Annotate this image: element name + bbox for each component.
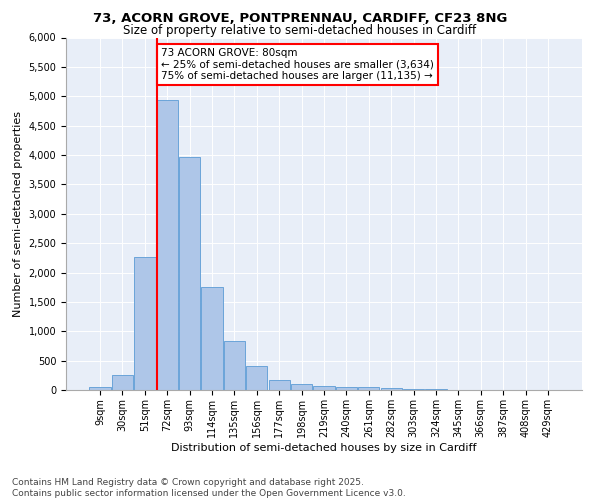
Bar [179, 157, 200, 390]
Bar [403, 389, 424, 390]
Bar [291, 384, 312, 390]
Y-axis label: Number of semi-detached properties: Number of semi-detached properties [13, 111, 23, 317]
Bar [246, 366, 268, 390]
Bar [134, 256, 155, 390]
Bar [269, 380, 290, 390]
Text: Contains HM Land Registry data © Crown copyright and database right 2025.
Contai: Contains HM Land Registry data © Crown c… [12, 478, 406, 498]
Text: Size of property relative to semi-detached houses in Cardiff: Size of property relative to semi-detach… [124, 24, 476, 37]
Bar [380, 388, 402, 390]
Text: 73, ACORN GROVE, PONTPRENNAU, CARDIFF, CF23 8NG: 73, ACORN GROVE, PONTPRENNAU, CARDIFF, C… [93, 12, 507, 24]
Bar [313, 386, 335, 390]
Bar [336, 387, 357, 390]
Bar [202, 286, 223, 390]
Bar [358, 387, 379, 390]
Bar [157, 100, 178, 390]
X-axis label: Distribution of semi-detached houses by size in Cardiff: Distribution of semi-detached houses by … [171, 442, 477, 452]
Bar [112, 376, 133, 390]
Bar [89, 387, 111, 390]
Text: 73 ACORN GROVE: 80sqm
← 25% of semi-detached houses are smaller (3,634)
75% of s: 73 ACORN GROVE: 80sqm ← 25% of semi-deta… [161, 48, 434, 82]
Bar [224, 341, 245, 390]
